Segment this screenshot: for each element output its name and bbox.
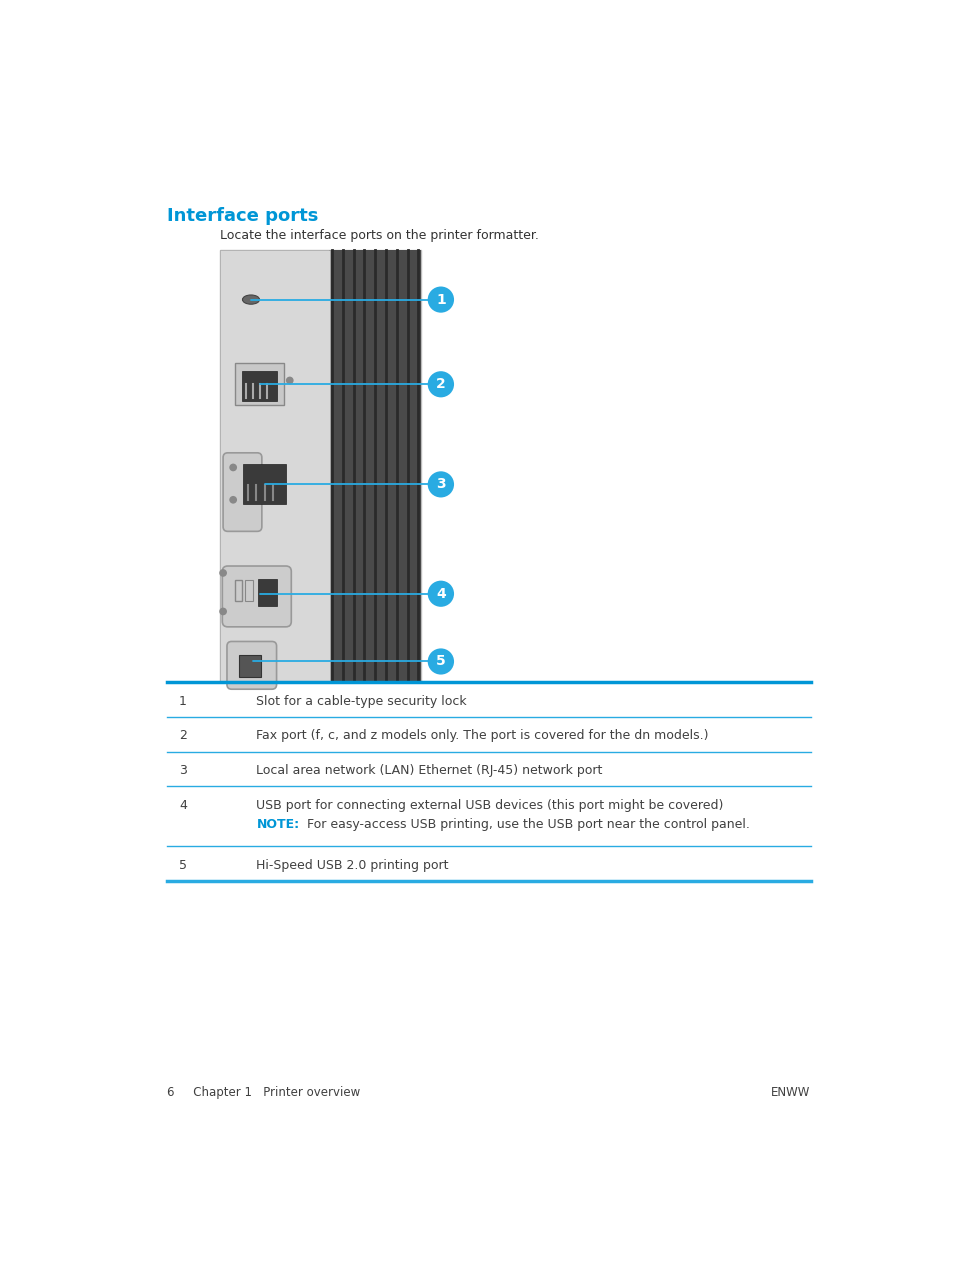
Bar <box>235 364 283 405</box>
Text: USB port for connecting external USB devices (this port might be covered): USB port for connecting external USB dev… <box>256 798 723 812</box>
Text: 5: 5 <box>179 859 187 872</box>
Circle shape <box>286 376 294 384</box>
Text: 3: 3 <box>179 764 187 777</box>
Bar <box>329 249 421 681</box>
Text: 5: 5 <box>436 655 445 669</box>
Circle shape <box>427 371 454 398</box>
Text: 2: 2 <box>436 377 445 391</box>
FancyBboxPatch shape <box>227 642 276 689</box>
Text: 3: 3 <box>436 478 445 492</box>
Circle shape <box>219 569 227 577</box>
Circle shape <box>427 581 454 606</box>
Text: Hi-Speed USB 2.0 printing port: Hi-Speed USB 2.0 printing port <box>256 859 449 872</box>
Text: Local area network (LAN) Ethernet (RJ-45) network port: Local area network (LAN) Ethernet (RJ-45… <box>256 764 602 777</box>
Circle shape <box>219 608 227 615</box>
Text: 2: 2 <box>179 730 187 742</box>
FancyBboxPatch shape <box>223 452 261 531</box>
Text: Fax port (f, c, and z models only. The port is covered for the dn models.): Fax port (f, c, and z models only. The p… <box>256 730 708 742</box>
Text: 1: 1 <box>436 292 445 306</box>
Text: 1: 1 <box>179 694 187 708</box>
Text: ENWW: ENWW <box>770 1085 810 1099</box>
Text: NOTE:: NOTE: <box>256 817 299 831</box>
Text: 4: 4 <box>179 798 187 812</box>
Text: Locate the interface ports on the printer formatter.: Locate the interface ports on the printe… <box>220 229 538 241</box>
Bar <box>243 464 286 505</box>
Bar <box>245 580 253 601</box>
Bar <box>239 656 261 677</box>
Ellipse shape <box>242 295 259 304</box>
Circle shape <box>229 464 236 472</box>
Circle shape <box>427 648 454 675</box>
Bar <box>220 249 421 681</box>
FancyBboxPatch shape <box>222 566 291 627</box>
Bar <box>234 580 242 601</box>
Text: For easy-access USB printing, use the USB port near the control panel.: For easy-access USB printing, use the US… <box>294 817 749 831</box>
Bar <box>220 249 329 681</box>
Circle shape <box>229 496 236 503</box>
Bar <box>241 371 277 400</box>
Circle shape <box>427 472 454 497</box>
Bar <box>257 580 276 606</box>
Text: Slot for a cable-type security lock: Slot for a cable-type security lock <box>256 694 467 708</box>
Text: 6     Chapter 1   Printer overview: 6 Chapter 1 Printer overview <box>167 1085 360 1099</box>
Text: 4: 4 <box>436 587 445 601</box>
Circle shape <box>427 286 454 313</box>
Text: Interface ports: Interface ports <box>167 207 318 225</box>
